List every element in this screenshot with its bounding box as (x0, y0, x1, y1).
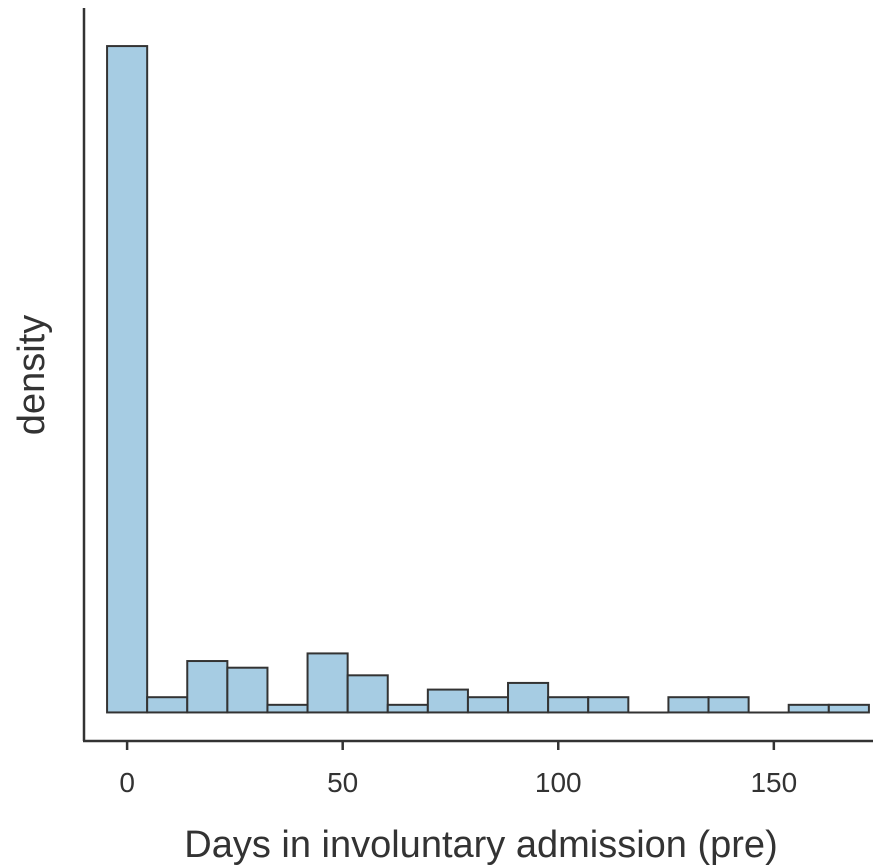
histogram-bar-11 (547, 696, 590, 714)
histogram-bar-0 (106, 45, 149, 714)
x-tick-label-0: 0 (119, 767, 135, 798)
histogram-bar-14 (667, 696, 710, 714)
histogram-bar-18 (827, 703, 870, 714)
histogram-bar-6 (346, 674, 389, 714)
x-axis-title: Days in involuntary admission (pre) (184, 824, 777, 866)
histogram-bar-12 (587, 696, 630, 714)
histogram-bar-7 (386, 703, 429, 714)
histogram-bar-5 (306, 652, 349, 714)
x-tick-label-50: 50 (327, 767, 358, 798)
x-tick-label-150: 150 (750, 767, 797, 798)
histogram-bar-10 (507, 681, 550, 714)
histogram-bar-1 (146, 696, 189, 714)
histogram-bar-15 (707, 696, 750, 714)
histogram-bar-8 (426, 688, 469, 714)
x-ticks-layer: 0 50 100 150 (119, 741, 797, 798)
y-axis-title: density (11, 315, 53, 435)
histogram-bar-4 (266, 703, 309, 714)
histogram-bar-9 (466, 696, 510, 714)
bars-layer (106, 45, 870, 714)
histogram-bar-2 (186, 660, 229, 714)
histogram-bar-17 (787, 703, 830, 714)
x-tick-label-100: 100 (535, 767, 582, 798)
histogram-bar-3 (226, 666, 269, 714)
